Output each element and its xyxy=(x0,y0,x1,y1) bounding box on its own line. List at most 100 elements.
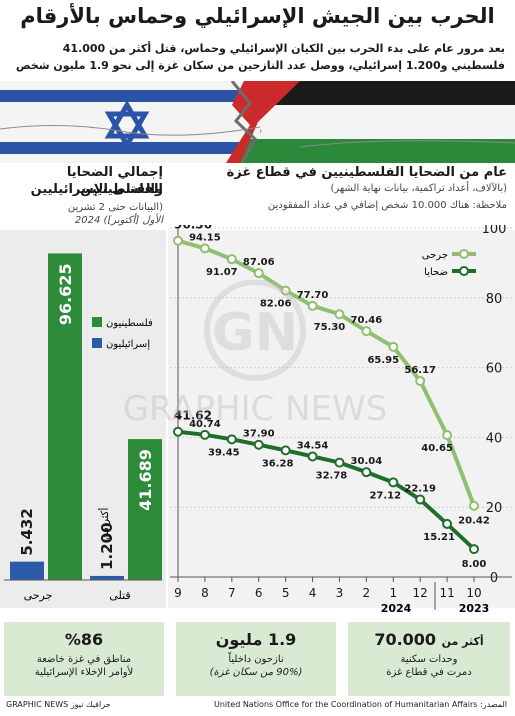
stat-evacuation-line1: مناطق في غزة خاضعة xyxy=(36,654,132,665)
legend-label-israeli: إسرائيليون xyxy=(106,339,150,350)
line-legend: جرحى ضحايا xyxy=(422,249,476,278)
point-label-1-4: 30.04 xyxy=(351,456,383,467)
point-label-1-8: 37.90 xyxy=(243,429,275,440)
point-label-0-10: 94.15 xyxy=(189,232,221,243)
year-2023: 2023 xyxy=(459,602,490,615)
left-note-line1: (البيانات حتى 2 تشرين xyxy=(67,202,163,213)
point-0-10 xyxy=(199,243,210,254)
point-label-0-11: 96.36 xyxy=(174,225,212,232)
point-label-1-1: 15.21 xyxy=(423,532,455,543)
x-tick-12: 12 xyxy=(413,586,428,600)
point-0-5 xyxy=(334,309,345,320)
point-1-8 xyxy=(253,439,264,450)
point-label-1-11: 41.62 xyxy=(174,409,212,423)
point-1-1 xyxy=(442,518,453,529)
point-label-0-5: 75.30 xyxy=(314,322,346,333)
point-0-6 xyxy=(307,300,318,311)
point-label-0-6: 77.70 xyxy=(297,290,329,301)
y-tick-0: 0 xyxy=(490,571,498,586)
x-tick-4: 4 xyxy=(309,586,317,600)
legend-label-palestinian: فلسطينيون xyxy=(106,318,153,329)
left-heading-line1: إجمالي الضحايا الفلسطينيين xyxy=(66,165,163,197)
point-0-9 xyxy=(226,254,237,265)
right-heading: عام من الضحايا الفلسطينيين في قطاع غزة xyxy=(226,165,507,180)
point-1-10 xyxy=(199,429,210,440)
bar-label-palestinian-0: 41.689 xyxy=(136,449,155,511)
bar-israeli-1 xyxy=(10,561,44,580)
point-0-7 xyxy=(280,285,291,296)
right-sub2: ملاحظة: هناك 10.000 شخص إضافي في عداد ال… xyxy=(267,200,507,211)
point-label-0-1: 40.65 xyxy=(421,443,453,454)
point-label-1-3: 27.12 xyxy=(369,490,401,501)
bar-category-dead: قتلى xyxy=(109,589,130,602)
x-tick-10: 10 xyxy=(466,586,481,600)
left-heading-line2: والقتلى الإسرائيليين xyxy=(30,182,163,197)
right-sub1: (بالآلاف، أعداد تراكمية، بيانات نهاية ال… xyxy=(330,183,507,194)
point-1-3 xyxy=(388,477,399,488)
point-0-0 xyxy=(469,500,479,511)
point-1-5 xyxy=(334,457,345,468)
israeli-flag xyxy=(0,81,260,163)
stat-displaced-line2: (90% من سكان غزة) xyxy=(209,667,303,678)
y-tick-20: 20 xyxy=(486,501,503,516)
point-0-1 xyxy=(442,430,453,441)
credit-text: GRAPHIC NEWS جرافيك نيوز xyxy=(6,700,111,709)
legend-label-injured: جرحى xyxy=(422,250,448,261)
point-1-7 xyxy=(280,445,291,456)
more-than-label: أكثر من xyxy=(98,508,111,540)
bar-category-injured: جرحى xyxy=(24,589,53,602)
x-tick-2: 2 xyxy=(363,586,371,600)
point-label-0-8: 87.06 xyxy=(243,257,275,268)
stat-displaced-line1: نازحون داخلياً xyxy=(228,654,284,665)
stat-displaced-value: 1.9 مليون xyxy=(215,630,297,649)
point-label-1-10: 40.74 xyxy=(189,419,221,430)
point-label-1-6: 34.54 xyxy=(297,440,329,451)
stat-housing-value: 70.000 xyxy=(374,630,437,649)
bar-chart: 1.200 41.689 5.432 96.625 فلسطينيون إسرائيل… xyxy=(4,253,162,602)
stat-evacuation-value: %86 xyxy=(64,630,104,649)
stat-housing-line2: دمرت في قطاع غزة xyxy=(386,667,472,678)
point-label-0-7: 82.06 xyxy=(260,299,292,310)
page-title: الحرب بين الجيش الإسرائيلي وحماس بالأرقا… xyxy=(20,4,495,28)
left-note-line2: الأول [أكتوبر]) 2024 xyxy=(74,215,163,226)
point-label-1-7: 36.28 xyxy=(262,458,294,469)
point-label-0-2: 56.17 xyxy=(404,365,436,376)
y-tick-60: 60 xyxy=(486,362,503,377)
x-tick-3: 3 xyxy=(336,586,344,600)
x-tick-9: 9 xyxy=(174,586,182,600)
point-1-2 xyxy=(415,494,426,505)
point-0-3 xyxy=(388,341,399,352)
legend-marker-injured xyxy=(459,249,469,259)
point-label-0-9: 91.07 xyxy=(206,267,238,278)
year-2024: 2024 xyxy=(381,602,412,615)
legend-swatch-palestinian xyxy=(92,317,102,327)
point-label-1-2: 22.19 xyxy=(404,484,436,495)
point-label-1-0: 8.00 xyxy=(462,559,487,570)
stat-housing-prefix: أكثر من xyxy=(441,635,484,648)
point-0-11 xyxy=(173,235,183,246)
point-1-9 xyxy=(226,434,237,445)
point-label-1-5: 32.78 xyxy=(316,471,348,482)
point-1-6 xyxy=(307,451,318,462)
point-1-0 xyxy=(469,544,479,555)
x-tick-8: 8 xyxy=(201,586,209,600)
source-text: المصدر: United Nations Office for the Co… xyxy=(213,700,507,709)
point-1-4 xyxy=(361,467,372,478)
point-0-4 xyxy=(361,326,372,337)
bar-label-palestinian-1: 96.625 xyxy=(56,263,75,325)
y-tick-40: 40 xyxy=(486,431,503,446)
flags-banner xyxy=(0,81,515,163)
point-0-8 xyxy=(253,268,264,279)
bar-label-israeli-1: 5.432 xyxy=(18,508,36,555)
y-tick-80: 80 xyxy=(486,292,503,307)
stat-evacuation-line2: لأوامر الإخلاء الإسرائيلية xyxy=(34,667,134,678)
x-tick-1: 1 xyxy=(389,586,397,600)
x-tick-5: 5 xyxy=(282,586,290,600)
stat-housing-line1: وحدات سكنية xyxy=(400,654,458,665)
point-label-0-3: 65.95 xyxy=(367,355,399,366)
legend-label-dead: ضحايا xyxy=(424,267,448,278)
bar-israeli-0 xyxy=(90,575,124,580)
stat-evacuation: %86 مناطق في غزة خاضعة لأوامر الإخلاء ال… xyxy=(4,622,164,696)
stat-displaced: 1.9 مليون نازحون داخلياً (90% من سكان غز… xyxy=(176,622,336,696)
point-0-2 xyxy=(415,375,426,386)
